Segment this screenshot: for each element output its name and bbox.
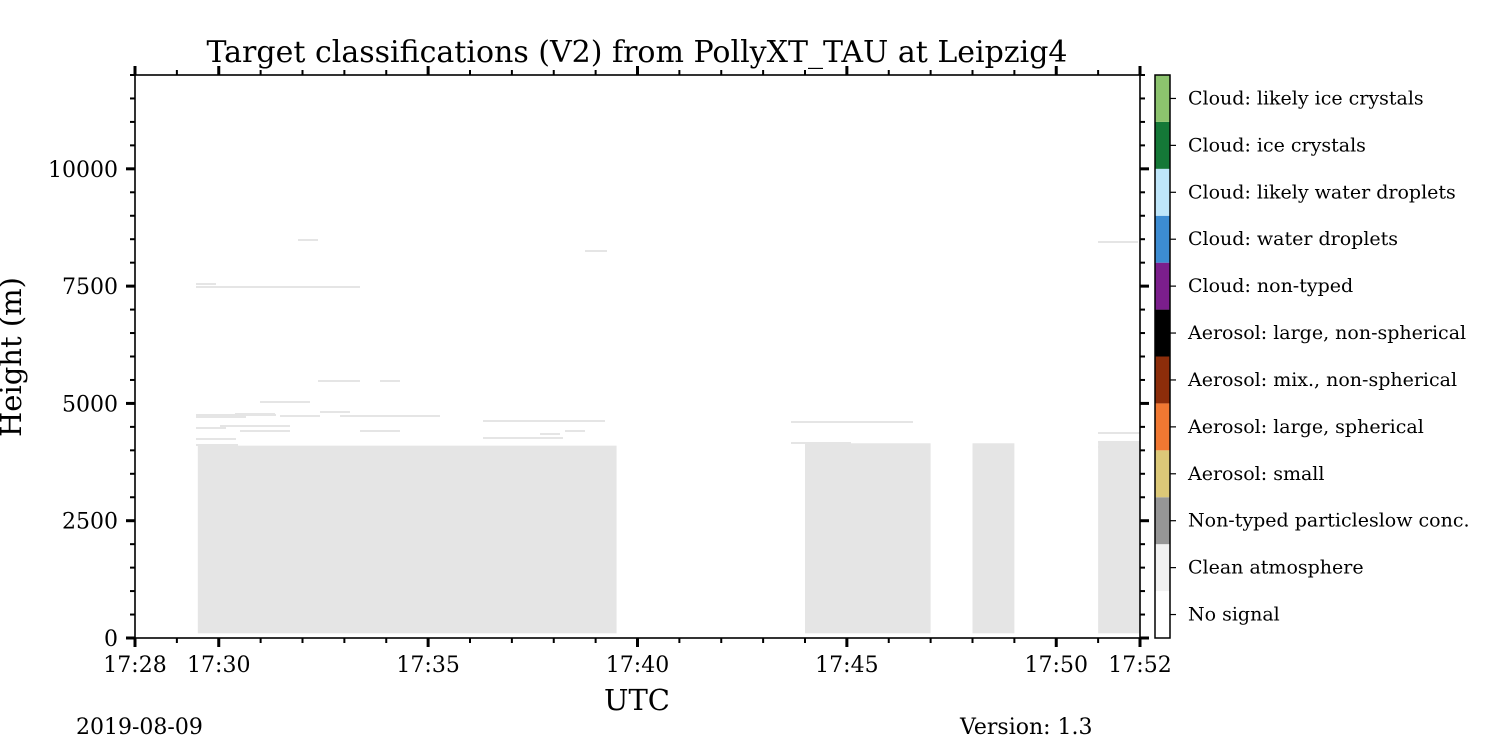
colorbar-swatch: [1155, 75, 1170, 122]
colorbar-swatch: [1155, 215, 1170, 263]
sparse-detection: [791, 421, 913, 423]
colorbar: No signal Clean atmosphere Non-typed parti…: [1154, 74, 1470, 639]
colorbar-swatch: [1155, 403, 1170, 451]
sparse-detection: [380, 380, 400, 382]
colorbar-label: Aerosol: large, spherical: [1187, 416, 1424, 438]
sparse-detections: [196, 239, 1140, 448]
colorbar-label: Non-typed particleslow conc.: [1188, 510, 1470, 532]
colorbar-swatch: [1155, 262, 1170, 310]
region-2: [805, 443, 931, 634]
chart-title: Target classifications (V2) from PollyXT…: [206, 35, 1067, 70]
region-4: [1098, 440, 1140, 634]
colorbar-label: Cloud: water droplets: [1188, 228, 1398, 250]
x-tick-label: 17:30: [187, 653, 250, 678]
colorbar-label: No signal: [1188, 604, 1280, 626]
sparse-detection: [360, 430, 400, 432]
colorbar-swatch: [1155, 356, 1170, 404]
sparse-detection: [483, 420, 605, 422]
sparse-detection: [196, 427, 226, 429]
sparse-detection: [565, 430, 585, 432]
x-tick-label: 17:52: [1108, 653, 1171, 678]
sparse-detection: [1098, 441, 1140, 443]
x-tick-label: 17:35: [396, 653, 459, 678]
x-axis-label: UTC: [604, 683, 670, 717]
colorbar-label: Clean atmosphere: [1188, 557, 1364, 579]
sparse-detection: [1098, 446, 1140, 448]
sparse-detection: [196, 444, 238, 446]
y-tick-label: 0: [104, 627, 118, 652]
sparse-detection: [240, 430, 290, 432]
region-3: [972, 443, 1015, 634]
sparse-detection: [320, 411, 350, 413]
colorbar-swatch: [1155, 121, 1170, 169]
sparse-detection: [318, 380, 360, 382]
colorbar-swatch: [1155, 168, 1170, 216]
sparse-detection: [1098, 432, 1140, 434]
sparse-detection: [196, 416, 246, 418]
region-1: [197, 445, 617, 634]
sparse-detection: [196, 286, 360, 288]
sparse-detection: [540, 433, 560, 435]
sparse-detection: [298, 239, 318, 241]
version-label: Version: 1.3: [959, 715, 1093, 740]
colorbar-label: Cloud: likely water droplets: [1188, 181, 1456, 203]
sparse-detection: [1098, 241, 1138, 243]
colorbar-swatch: [1155, 497, 1170, 545]
y-axis-ticks: 0 2500 5000 7500 10000: [48, 74, 1149, 652]
sparse-detection: [196, 283, 216, 285]
colorbar-label: Aerosol: small: [1187, 463, 1324, 485]
y-tick-label: 7500: [62, 275, 118, 300]
colorbar-swatch: [1155, 591, 1170, 638]
colorbar-frame: [1154, 74, 1171, 639]
sparse-detection: [235, 413, 275, 415]
colorbar-label: Cloud: ice crystals: [1188, 134, 1366, 156]
classification-regions: [197, 440, 1140, 634]
x-axis-ticks: 17:28 17:30 17:35 17:40 17:45 17:50 17:52: [103, 66, 1172, 678]
sparse-detection: [585, 250, 607, 252]
x-tick-label: 17:28: [103, 653, 166, 678]
sparse-detection: [196, 438, 236, 440]
sparse-detection: [280, 415, 320, 417]
y-tick-label: 5000: [62, 392, 118, 417]
sparse-detection: [483, 437, 563, 439]
colorbar-label: Cloud: non-typed: [1188, 275, 1353, 297]
y-tick-label: 2500: [62, 510, 118, 535]
sparse-detection: [791, 442, 851, 444]
sparse-detection: [260, 401, 310, 403]
sparse-detection: [340, 415, 440, 417]
date-label: 2019-08-09: [76, 715, 203, 740]
colorbar-label: Cloud: likely ice crystals: [1188, 87, 1424, 109]
y-tick-label: 10000: [48, 158, 118, 183]
colorbar-label: Aerosol: mix., non-spherical: [1187, 369, 1457, 391]
y-axis-label: Height (m): [0, 277, 28, 437]
x-tick-label: 17:40: [606, 653, 669, 678]
colorbar-label: Aerosol: large, non-spherical: [1187, 322, 1466, 344]
colorbar-swatch: [1155, 309, 1170, 357]
sparse-detection: [220, 425, 290, 427]
x-tick-label: 17:50: [1025, 653, 1088, 678]
x-tick-label: 17:45: [815, 653, 878, 678]
colorbar-swatch: [1155, 450, 1170, 498]
colorbar-swatch: [1155, 544, 1170, 592]
